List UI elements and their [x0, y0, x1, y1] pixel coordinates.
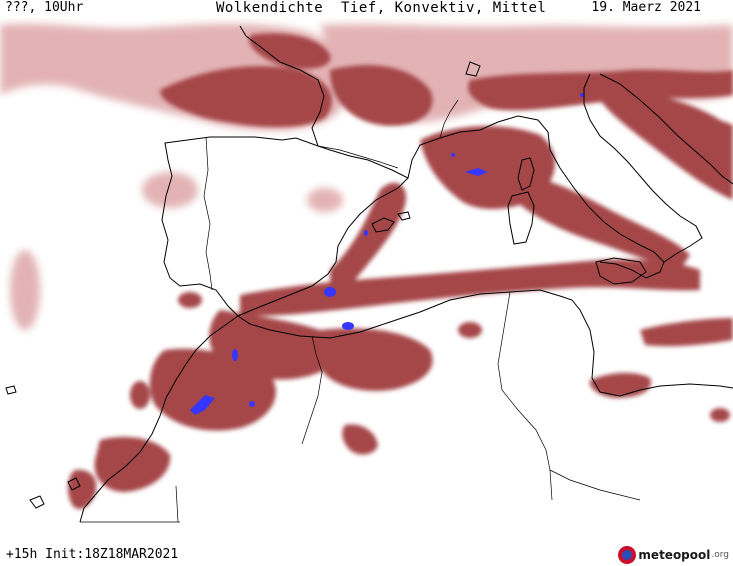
logo-suffix: .org	[711, 550, 729, 560]
coastlines	[5, 25, 733, 523]
meteopool-logo-icon	[618, 546, 637, 564]
model-run-info: +15h Init:18Z18MAR2021	[6, 547, 179, 562]
forecast-date: 19. Maerz 2021	[591, 0, 701, 15]
convective-cells	[190, 93, 584, 415]
country-borders	[80, 99, 641, 523]
cloud-density-map	[0, 23, 733, 523]
meteopool-logo[interactable]: meteopool .org	[618, 545, 729, 565]
cloud-field-dense	[67, 33, 733, 510]
logo-name: meteopool	[638, 548, 711, 562]
forecast-time-label: ???, 10Uhr	[5, 0, 84, 15]
map-title: Wolkendichte Tief, Konvektiv, Mittel	[216, 0, 547, 16]
